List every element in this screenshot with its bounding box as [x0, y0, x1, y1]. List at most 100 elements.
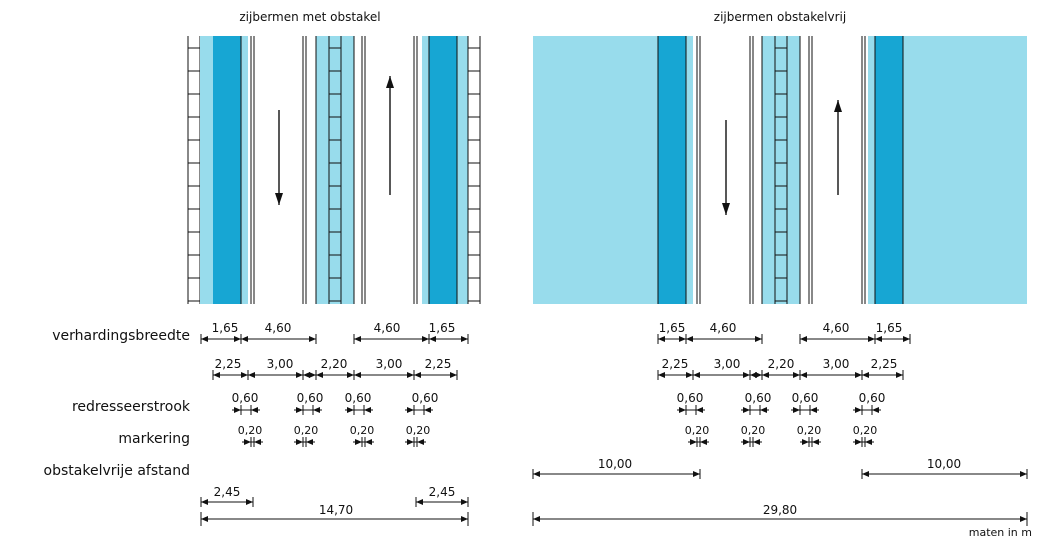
- dim-total-right: 29,80: [762, 503, 798, 517]
- dim-recovery-arrow: [872, 407, 879, 413]
- dim-seg-outer: 2,25: [661, 357, 689, 371]
- dim-paved-lane: 4,60: [264, 321, 292, 335]
- dim-recovery-arrow: [424, 407, 431, 413]
- dim-obstacle-offset: 2,45: [213, 485, 241, 499]
- dim-recovery-arrow: [855, 407, 862, 413]
- dim-paved-side: 1,65: [658, 321, 686, 335]
- dim-recovery-arrow: [793, 407, 800, 413]
- paved-shoulder-strip: [241, 36, 248, 304]
- dim-recovery: 0,60: [411, 391, 439, 405]
- units-label: maten in m: [968, 526, 1032, 539]
- dim-paved-lane: 4,60: [822, 321, 850, 335]
- dim-segments-arrow: [762, 372, 769, 378]
- dim-marking-arrow: [812, 439, 819, 445]
- dim-recovery-arrow: [347, 407, 354, 413]
- median-strip: [762, 36, 800, 304]
- clear-zone-verge: [533, 36, 658, 304]
- dim-marking-arrow: [855, 439, 862, 445]
- dim-obstacle-offset: 2,45: [428, 485, 456, 499]
- dim-segments-arrow: [743, 372, 750, 378]
- dim-segments-arrow: [296, 372, 303, 378]
- dim-recovery-arrow: [743, 407, 750, 413]
- dim-recovery-arrow: [407, 407, 414, 413]
- dim-marking: 0,20: [740, 424, 766, 437]
- dim-segments-arrow: [303, 372, 310, 378]
- dim-clear-zone-arrow: [533, 471, 540, 477]
- dim-segments-arrow: [316, 372, 323, 378]
- dim-marking-arrow: [244, 439, 251, 445]
- dim-clear-zone: 10,00: [926, 457, 962, 471]
- arrow-down-icon: [275, 193, 283, 205]
- dim-obstacle-offset-arrow: [416, 499, 423, 505]
- dim-segments-arrow: [354, 372, 361, 378]
- dim-marking-arrow: [743, 439, 750, 445]
- dim-segments-arrow: [896, 372, 903, 378]
- dim-marking: 0,20: [293, 424, 319, 437]
- row-label-obstakelvrije-afstand: obstakelvrije afstand: [43, 463, 190, 479]
- paved-shoulder-strip: [868, 36, 875, 304]
- dim-obstacle-offset-arrow: [461, 499, 468, 505]
- dim-paved-arrow: [461, 336, 468, 342]
- dim-marking: 0,20: [349, 424, 375, 437]
- dim-marking: 0,20: [684, 424, 710, 437]
- dim-segments-arrow: [213, 372, 220, 378]
- arrow-up-icon: [386, 76, 394, 88]
- dim-paved-side: 1,65: [875, 321, 903, 335]
- row-label-markering: markering: [118, 431, 190, 447]
- dim-clear-zone-arrow: [693, 471, 700, 477]
- dim-clear-zone-arrow: [1020, 471, 1027, 477]
- dim-recovery: 0,60: [676, 391, 704, 405]
- dim-paved-arrow: [658, 336, 665, 342]
- dim-seg-lane: 3,00: [266, 357, 294, 371]
- row-label-verhardingsbreedte: verhardingsbreedte: [52, 328, 190, 344]
- dim-segments-arrow: [862, 372, 869, 378]
- dim-paved-arrow: [201, 336, 208, 342]
- dim-seg-outer: 2,25: [870, 357, 898, 371]
- dim-obstacle-offset-arrow: [201, 499, 208, 505]
- dim-total-right-arrow: [533, 516, 540, 522]
- clear-zone-verge: [903, 36, 1027, 304]
- title-left: zijbermen met obstakel: [239, 10, 381, 24]
- dim-recovery: 0,60: [296, 391, 324, 405]
- dim-paved-lane: 4,60: [709, 321, 737, 335]
- arrow-up-icon: [834, 100, 842, 112]
- dim-recovery-arrow: [760, 407, 767, 413]
- dim-paved-side: 1,65: [428, 321, 456, 335]
- dim-paved-arrow: [868, 336, 875, 342]
- median-strip: [316, 36, 354, 304]
- dim-paved-lane: 4,60: [373, 321, 401, 335]
- dim-seg-lane: 3,00: [713, 357, 741, 371]
- dim-recovery-arrow: [296, 407, 303, 413]
- dim-paved-arrow: [800, 336, 807, 342]
- dim-segments-arrow: [450, 372, 457, 378]
- dim-paved-arrow: [234, 336, 241, 342]
- dim-segments-arrow: [800, 372, 807, 378]
- dim-seg-lane: 3,00: [822, 357, 850, 371]
- dim-seg-middle: 2,20: [320, 357, 348, 371]
- dim-seg-outer: 2,25: [214, 357, 242, 371]
- arrow-down-icon: [722, 203, 730, 215]
- dim-paved-arrow: [875, 336, 882, 342]
- dim-segments-arrow: [658, 372, 665, 378]
- dim-marking-arrow: [865, 439, 872, 445]
- dim-seg-lane: 3,00: [375, 357, 403, 371]
- paved-shoulder-strip: [457, 36, 468, 304]
- dim-paved-arrow: [686, 336, 693, 342]
- dim-marking: 0,20: [405, 424, 431, 437]
- hard-shoulder: [875, 36, 903, 304]
- dim-segments-arrow: [855, 372, 862, 378]
- dim-total-right-arrow: [1020, 516, 1027, 522]
- hard-shoulder: [429, 36, 457, 304]
- dim-marking-arrow: [306, 439, 313, 445]
- hard-shoulder: [658, 36, 686, 304]
- paved-shoulder-strip: [686, 36, 693, 304]
- dim-marking-arrow: [417, 439, 424, 445]
- dim-recovery-arrow: [696, 407, 703, 413]
- dim-segments-arrow: [248, 372, 255, 378]
- dim-recovery: 0,60: [744, 391, 772, 405]
- row-label-redresseerstrook: redresseerstrook: [71, 399, 190, 415]
- dim-marking-arrow: [355, 439, 362, 445]
- dim-marking-arrow: [254, 439, 261, 445]
- dim-recovery: 0,60: [231, 391, 259, 405]
